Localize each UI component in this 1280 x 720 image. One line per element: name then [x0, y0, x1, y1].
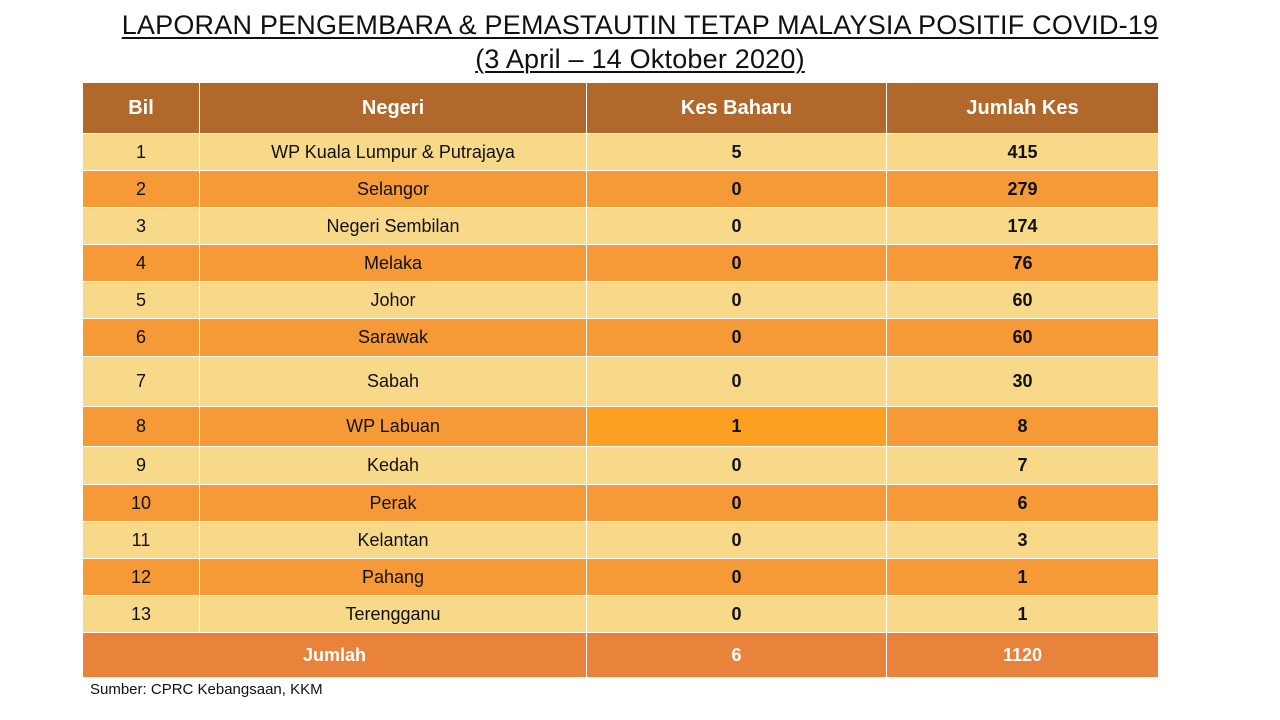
cell-kes-baharu: 1 — [586, 406, 887, 447]
table-header-row: Bil Negeri Kes Baharu Jumlah Kes — [82, 82, 1159, 134]
table-row: 8 WP Labuan 1 8 — [82, 406, 1159, 447]
cell-bil: 10 — [82, 484, 200, 522]
table-row: 5 Johor 0 60 — [82, 281, 1159, 319]
cell-bil: 6 — [82, 318, 200, 357]
cell-bil: 13 — [82, 595, 200, 633]
cell-negeri: WP Labuan — [199, 406, 587, 447]
cell-bil: 7 — [82, 356, 200, 407]
cell-jumlah-kes: 7 — [886, 446, 1159, 485]
cell-jumlah-kes: 3 — [886, 521, 1159, 559]
cell-jumlah-kes: 415 — [886, 133, 1159, 171]
cell-jumlah-kes: 60 — [886, 318, 1159, 357]
total-label: Jumlah — [82, 632, 587, 678]
report-title: LAPORAN PENGEMBARA & PEMASTAUTIN TETAP M… — [0, 8, 1280, 76]
cell-jumlah-kes: 8 — [886, 406, 1159, 447]
cell-bil: 5 — [82, 281, 200, 319]
table-row: 2 Selangor 0 279 — [82, 170, 1159, 208]
cell-jumlah-kes: 6 — [886, 484, 1159, 522]
cell-negeri: Sabah — [199, 356, 587, 407]
total-kes-baharu: 6 — [586, 632, 887, 678]
cell-bil: 12 — [82, 558, 200, 596]
cell-jumlah-kes: 76 — [886, 244, 1159, 282]
header-bil: Bil — [82, 82, 200, 134]
cell-kes-baharu: 5 — [586, 133, 887, 171]
cell-kes-baharu: 0 — [586, 356, 887, 407]
header-kes-baharu: Kes Baharu — [586, 82, 887, 134]
cell-bil: 4 — [82, 244, 200, 282]
table-row: 1 WP Kuala Lumpur & Putrajaya 5 415 — [82, 133, 1159, 171]
header-jumlah-kes: Jumlah Kes — [886, 82, 1159, 134]
cell-kes-baharu: 0 — [586, 207, 887, 245]
source-note: Sumber: CPRC Kebangsaan, KKM — [90, 681, 323, 698]
cell-negeri: Selangor — [199, 170, 587, 208]
header-negeri: Negeri — [199, 82, 587, 134]
cell-negeri: WP Kuala Lumpur & Putrajaya — [199, 133, 587, 171]
cell-negeri: Perak — [199, 484, 587, 522]
cell-negeri: Kelantan — [199, 521, 587, 559]
cell-kes-baharu: 0 — [586, 318, 887, 357]
table-row: 4 Melaka 0 76 — [82, 244, 1159, 282]
cell-kes-baharu: 0 — [586, 281, 887, 319]
cell-bil: 9 — [82, 446, 200, 485]
cell-bil: 1 — [82, 133, 200, 171]
table-row: 13 Terengganu 0 1 — [82, 595, 1159, 633]
cell-kes-baharu: 0 — [586, 595, 887, 633]
cell-jumlah-kes: 174 — [886, 207, 1159, 245]
total-row: Jumlah 6 1120 — [82, 632, 1159, 678]
cell-bil: 3 — [82, 207, 200, 245]
cell-bil: 11 — [82, 521, 200, 559]
total-jumlah-kes: 1120 — [886, 632, 1159, 678]
cell-kes-baharu: 0 — [586, 244, 887, 282]
cell-bil: 8 — [82, 406, 200, 447]
cell-jumlah-kes: 1 — [886, 558, 1159, 596]
table-row: 3 Negeri Sembilan 0 174 — [82, 207, 1159, 245]
cell-negeri: Pahang — [199, 558, 587, 596]
table-row: 9 Kedah 0 7 — [82, 446, 1159, 485]
cell-kes-baharu: 0 — [586, 446, 887, 485]
cell-kes-baharu: 0 — [586, 484, 887, 522]
cell-negeri: Negeri Sembilan — [199, 207, 587, 245]
title-line-2: (3 April – 14 Oktober 2020) — [475, 44, 805, 74]
cell-negeri: Terengganu — [199, 595, 587, 633]
cell-negeri: Sarawak — [199, 318, 587, 357]
cell-kes-baharu: 0 — [586, 170, 887, 208]
table-row: 7 Sabah 0 30 — [82, 356, 1159, 407]
cell-jumlah-kes: 1 — [886, 595, 1159, 633]
cell-negeri: Kedah — [199, 446, 587, 485]
cell-kes-baharu: 0 — [586, 558, 887, 596]
title-line-1: LAPORAN PENGEMBARA & PEMASTAUTIN TETAP M… — [121, 10, 1159, 40]
table-row: 11 Kelantan 0 3 — [82, 521, 1159, 559]
table-row: 6 Sarawak 0 60 — [82, 318, 1159, 357]
table-row: 12 Pahang 0 1 — [82, 558, 1159, 596]
cell-negeri: Melaka — [199, 244, 587, 282]
table-row: 10 Perak 0 6 — [82, 484, 1159, 522]
cell-negeri: Johor — [199, 281, 587, 319]
cell-jumlah-kes: 60 — [886, 281, 1159, 319]
cell-kes-baharu: 0 — [586, 521, 887, 559]
covid-cases-table: Bil Negeri Kes Baharu Jumlah Kes 1 WP Ku… — [82, 82, 1159, 678]
cell-bil: 2 — [82, 170, 200, 208]
cell-jumlah-kes: 279 — [886, 170, 1159, 208]
cell-jumlah-kes: 30 — [886, 356, 1159, 407]
